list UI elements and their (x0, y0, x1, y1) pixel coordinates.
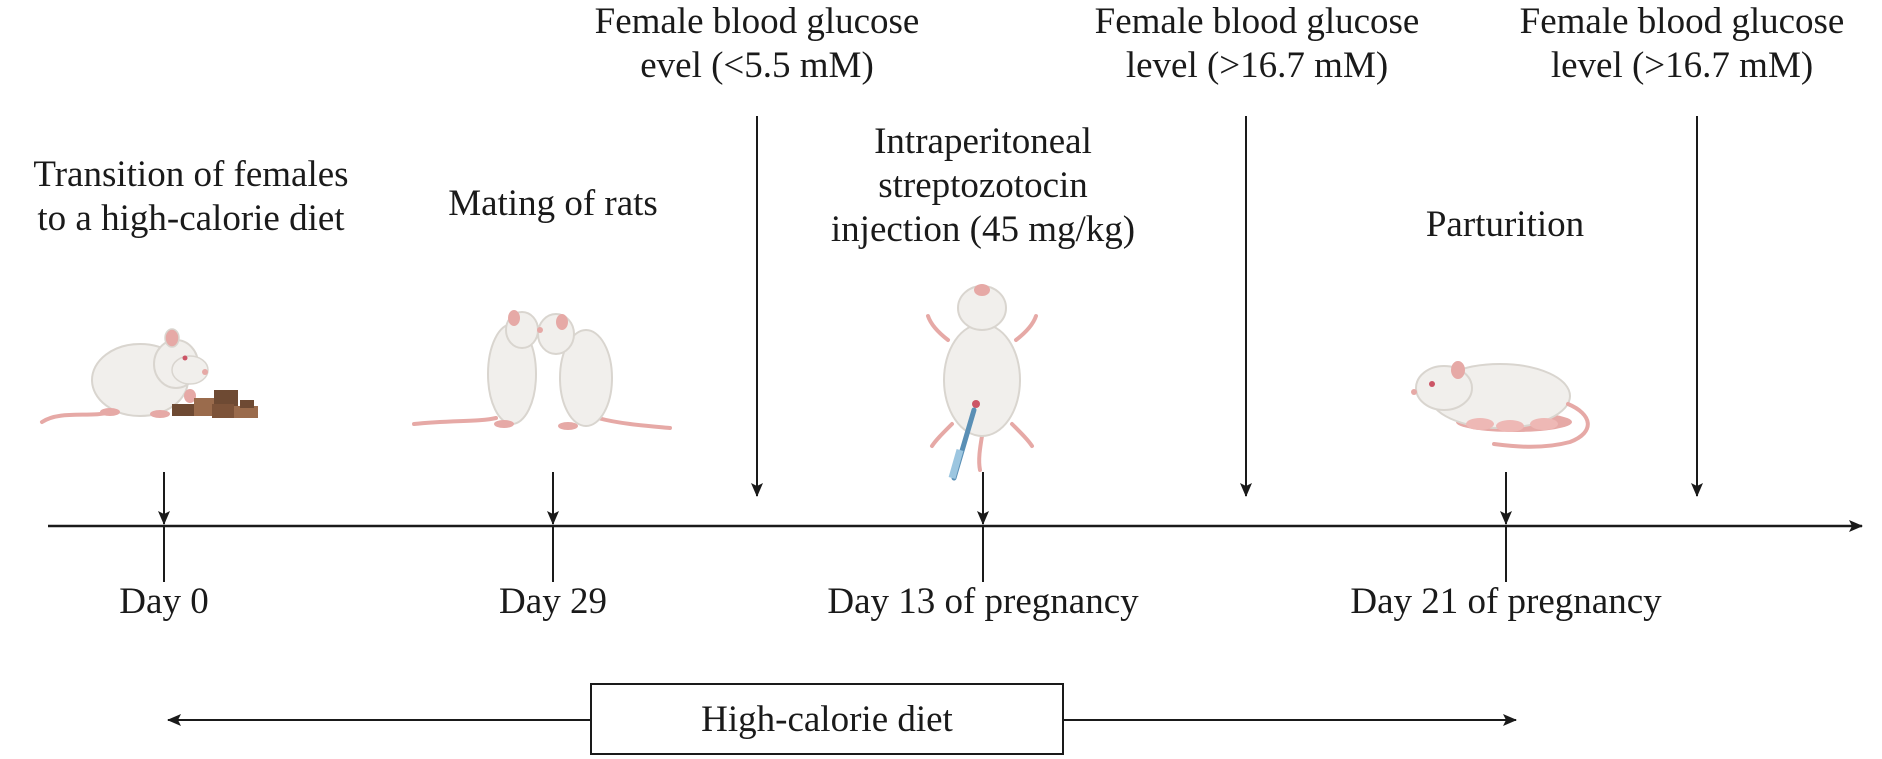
day-label-21-pregnancy: Day 21 of pregnancy (1350, 581, 1662, 622)
label-line: Parturition (1425, 204, 1585, 245)
label-line: Female blood glucose (1094, 1, 1420, 42)
label-parturition: Parturition (1350, 203, 1660, 247)
day-label-0: Day 0 (119, 581, 209, 622)
diet-period-label: High-calorie diet (701, 698, 953, 740)
injected-rat-icon (926, 284, 1038, 481)
mating-rats-icon (412, 310, 672, 430)
label-line: evel (<5.5 mM) (640, 45, 874, 86)
label-line: injection (45 mg/kg) (830, 209, 1136, 250)
label-line: Female blood glucose (1519, 1, 1845, 42)
label-glucose-2: Female blood glucose level (>16.7 mM) (1048, 0, 1466, 88)
label-glucose-3: Female blood glucose level (>16.7 mM) (1482, 0, 1882, 88)
label-line: Intraperitoneal (874, 121, 1092, 162)
label-injection: Intraperitoneal streptozotocin injection… (790, 120, 1176, 252)
label-diet-transition: Transition of females to a high-calorie … (8, 153, 374, 241)
label-line: Transition of females (33, 154, 349, 195)
label-line: level (>16.7 mM) (1125, 45, 1389, 86)
label-mating: Mating of rats (400, 182, 706, 226)
day-label-29: Day 29 (499, 581, 607, 622)
rat-with-pups-icon (1411, 361, 1590, 449)
label-line: to a high-calorie diet (37, 198, 345, 239)
day-label-13-pregnancy: Day 13 of pregnancy (827, 581, 1139, 622)
label-line: Mating of rats (448, 183, 658, 224)
label-glucose-1: Female blood glucose evel (<5.5 mM) (548, 0, 966, 88)
label-line: Female blood glucose (594, 1, 920, 42)
label-line: streptozotocin (878, 165, 1088, 206)
label-line: level (>16.7 mM) (1550, 45, 1814, 86)
rat-eating-icon (40, 328, 258, 424)
diet-period-box: High-calorie diet (590, 683, 1064, 755)
